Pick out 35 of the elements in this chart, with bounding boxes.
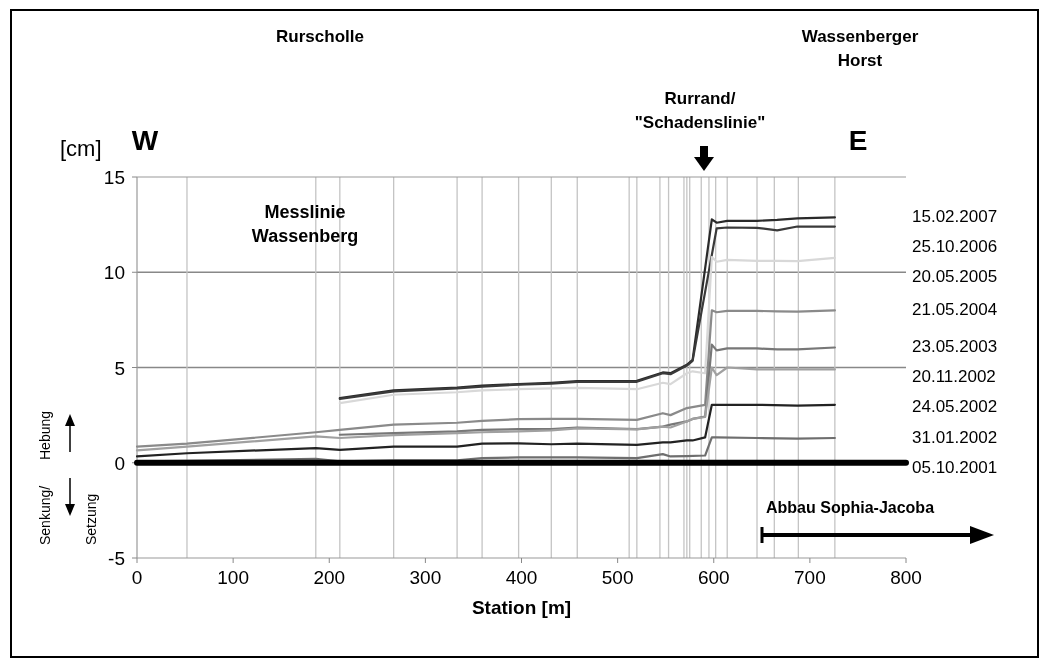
series-label: 05.10.2001 bbox=[912, 457, 998, 477]
text: Wassenberger Horst bbox=[801, 27, 919, 70]
text: 31.01.2002 bbox=[912, 427, 998, 447]
text: 15.02.2007 bbox=[912, 207, 998, 227]
x-tick-label: 800 bbox=[890, 567, 922, 588]
annotation: Abbau Sophia-Jacoba bbox=[766, 499, 935, 516]
x-axis-title: Station [m] bbox=[471, 597, 572, 618]
y-tick-label: 15 bbox=[103, 167, 125, 188]
text: 20.05.2005 bbox=[912, 267, 998, 287]
text: Setzung bbox=[83, 493, 99, 545]
text: Rurrand/ "Schadenslinie" bbox=[634, 89, 766, 132]
x-tick-label: 700 bbox=[794, 567, 826, 588]
text: Rurscholle bbox=[276, 27, 364, 46]
text: E bbox=[848, 125, 868, 156]
y-tick-label: -5 bbox=[108, 548, 125, 569]
x-tick-label: 0 bbox=[131, 567, 143, 588]
text: 23.05.2003 bbox=[912, 337, 998, 357]
x-tick-label: 400 bbox=[505, 567, 538, 588]
text: W bbox=[131, 125, 159, 156]
x-tick-label: 100 bbox=[217, 567, 249, 588]
text: 20.11.2002 bbox=[912, 367, 996, 387]
x-tick-label: 600 bbox=[697, 567, 730, 588]
x-tick-label: 200 bbox=[313, 567, 346, 588]
text: 25.10.2006 bbox=[912, 237, 998, 257]
y-tick-label: 0 bbox=[114, 452, 125, 474]
x-tick-label: 500 bbox=[601, 567, 634, 588]
x-tick-label: 300 bbox=[409, 567, 442, 588]
text: Senkung/ bbox=[37, 485, 53, 545]
y-tick-label: 5 bbox=[114, 357, 125, 379]
text: 21.05.2004 bbox=[912, 300, 998, 320]
text: Hebung bbox=[37, 410, 53, 460]
y-tick-label: 10 bbox=[103, 262, 125, 284]
y-axis-title: [cm] bbox=[60, 136, 102, 161]
annotation: Messlinie Wassenberg bbox=[251, 202, 359, 246]
text: 24.05.2002 bbox=[912, 397, 998, 417]
